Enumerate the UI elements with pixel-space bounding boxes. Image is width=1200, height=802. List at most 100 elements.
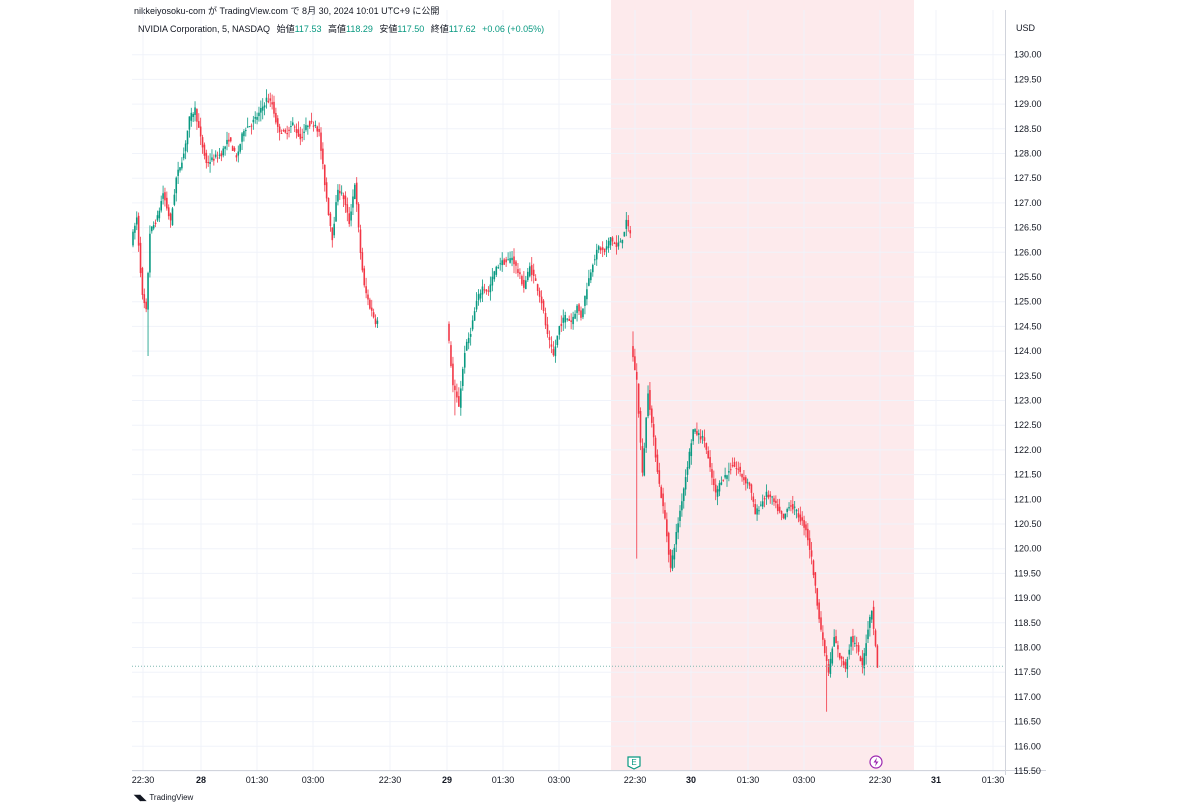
candle-body: [564, 315, 567, 323]
candle-body: [625, 219, 628, 229]
candle-body: [181, 162, 183, 169]
candle-body: [823, 640, 826, 654]
candle-body: [372, 312, 375, 318]
candle-body: [566, 318, 568, 320]
x-tick-label: 22:30: [132, 775, 155, 785]
earnings-marker[interactable]: E: [627, 756, 641, 770]
candle-body: [477, 294, 480, 301]
candle-body: [818, 602, 820, 620]
currency-label[interactable]: USD: [1016, 23, 1036, 33]
candle-body: [746, 482, 749, 484]
price-axis[interactable]: 115.50 116.00 116.50 117.00 117.50 118.00 118.…: [1014, 50, 1042, 776]
candle-body: [363, 268, 366, 286]
candle-body: [586, 289, 588, 300]
candle-body: [303, 131, 305, 134]
candle-body: [229, 137, 232, 142]
y-tick-label: 120.00: [1014, 544, 1042, 554]
candle-body: [540, 296, 543, 304]
candle-body: [525, 280, 527, 290]
candle-body: [218, 154, 221, 156]
candle-body: [461, 368, 464, 387]
candle-body: [556, 335, 559, 346]
candle-body: [448, 323, 450, 341]
earnings-icon: [627, 756, 641, 770]
candle-body: [609, 237, 612, 246]
y-tick-label: 124.00: [1014, 346, 1042, 356]
candle-body: [745, 477, 747, 484]
candle-body: [320, 132, 322, 151]
x-tick-label: 31: [931, 775, 941, 785]
candle-body: [299, 133, 302, 140]
candle-body: [190, 112, 193, 121]
candle-body: [305, 125, 307, 130]
candle-body: [872, 606, 875, 629]
candle-body: [339, 190, 341, 194]
candle-body: [271, 102, 273, 105]
candle-body: [220, 153, 223, 157]
candle-body: [688, 451, 691, 468]
high-label: 高値: [327, 24, 346, 34]
candle-body: [156, 215, 159, 221]
candle-body: [471, 320, 474, 330]
candle-body: [483, 289, 486, 291]
y-tick-label: 130.00: [1014, 50, 1042, 60]
candle-body: [344, 195, 347, 206]
candle-body: [876, 645, 879, 668]
candle-body: [252, 119, 255, 123]
candle-body: [151, 226, 153, 232]
candle-body: [754, 504, 756, 515]
candle-body: [857, 645, 860, 652]
candle-body: [463, 352, 466, 368]
candle-body: [652, 424, 655, 438]
candle-body: [782, 513, 785, 519]
candle-body: [639, 410, 642, 443]
candle-body: [711, 469, 713, 478]
candle-body: [213, 158, 215, 161]
candle-body: [147, 273, 149, 310]
candle-body: [805, 524, 807, 531]
candle-body: [333, 223, 335, 236]
candle-body: [314, 124, 317, 126]
candle-body: [329, 213, 332, 227]
candle-body: [658, 470, 661, 484]
y-tick-label: 127.50: [1014, 173, 1042, 183]
candle-body: [699, 436, 702, 440]
candle-body: [323, 164, 326, 186]
dividend-marker[interactable]: [869, 755, 883, 769]
candle-body: [357, 204, 360, 228]
time-axis[interactable]: 22:30 28 01:30 03:00 22:30 29 01:30 03:00 22:30 3…: [132, 775, 1005, 785]
candle-body: [507, 259, 509, 261]
candle-body: [696, 430, 698, 435]
candle-body: [756, 508, 758, 515]
candle-body: [458, 396, 460, 407]
candle-body: [816, 588, 819, 606]
y-tick-label: 117.50: [1014, 667, 1041, 677]
candle-body: [810, 550, 813, 557]
candle-body: [623, 231, 626, 237]
candle-body: [701, 435, 704, 438]
candle-body: [481, 286, 484, 295]
candle-body: [348, 213, 350, 224]
candle-body: [814, 572, 817, 586]
candle-body: [867, 629, 869, 640]
candle-body: [276, 118, 279, 127]
candle-body: [808, 538, 811, 550]
candle-body: [369, 299, 371, 309]
candle-body: [152, 225, 155, 229]
candle-body: [248, 126, 251, 128]
candle-body: [771, 496, 773, 498]
candle-body: [707, 450, 709, 459]
candle-body: [224, 146, 226, 149]
candle-body: [273, 101, 275, 114]
candle-body: [846, 659, 849, 670]
candle-body: [530, 265, 533, 275]
y-tick-label: 123.50: [1014, 371, 1042, 381]
tradingview-logo-icon: ◥◣: [134, 793, 147, 802]
candle-body: [726, 475, 728, 479]
candle-body: [316, 126, 319, 132]
candle-body: [226, 139, 228, 145]
y-tick-label: 118.00: [1014, 643, 1041, 653]
candle-body: [228, 139, 230, 142]
y-tick-label: 129.50: [1014, 74, 1042, 84]
